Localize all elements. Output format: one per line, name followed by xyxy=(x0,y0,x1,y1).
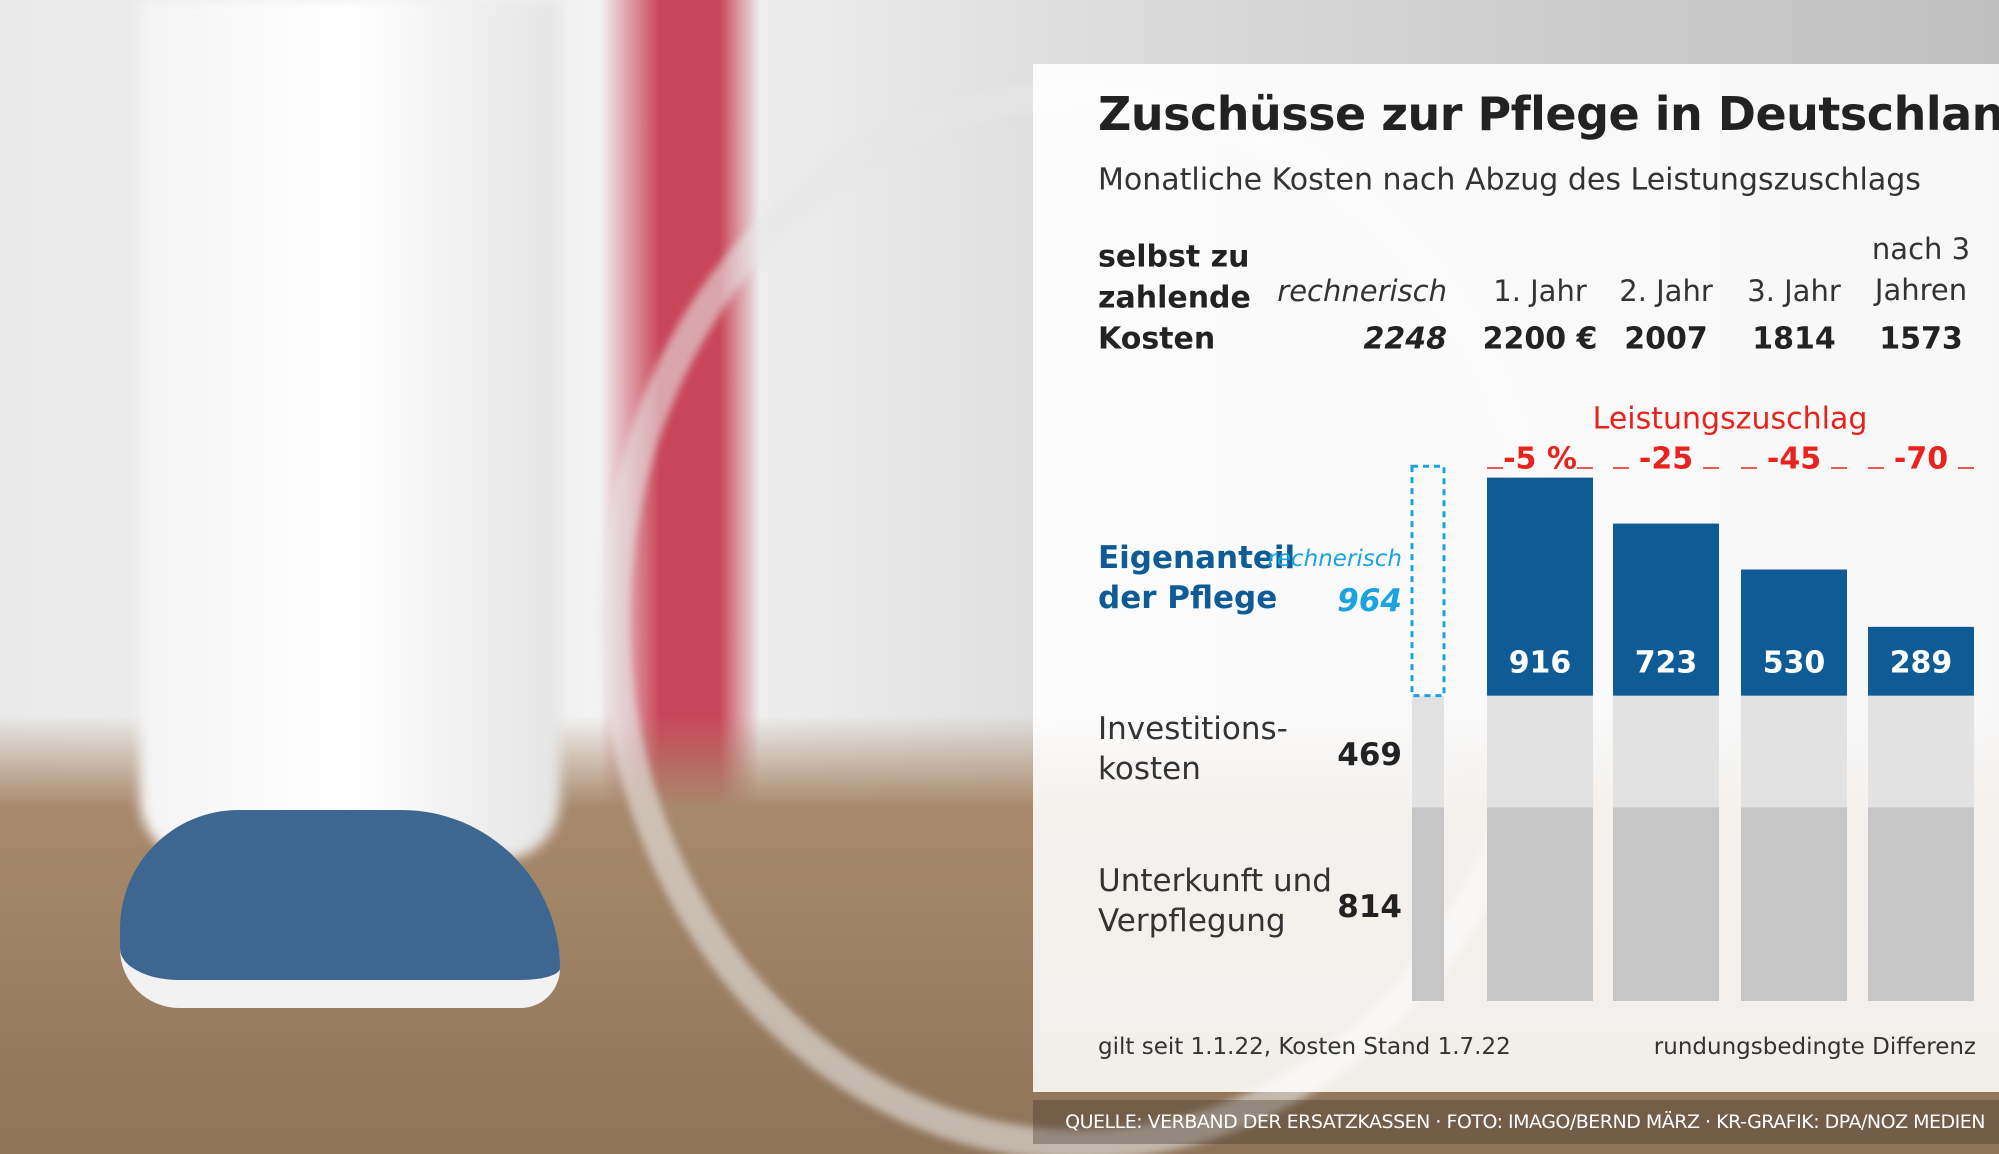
footnote: rundungsbedingte Differenz xyxy=(1653,1034,1976,1060)
column-header: 2. Jahr xyxy=(1619,274,1713,308)
bar-value-label: 289 xyxy=(1889,645,1953,681)
bar-value-label: 916 xyxy=(1508,645,1572,681)
surcharge-label: -5 % xyxy=(1503,441,1577,477)
chart-subtitle: Monatliche Kosten nach Abzug des Leistun… xyxy=(1098,162,1921,198)
bar xyxy=(1741,807,1847,1001)
bar xyxy=(1741,569,1847,696)
bar xyxy=(1487,695,1593,808)
column-header: 3. Jahr xyxy=(1747,274,1841,308)
bar xyxy=(1868,807,1974,1001)
column-header: rechnerisch xyxy=(1277,274,1447,308)
totals-label: selbst zu zahlende Kosten xyxy=(1098,239,1251,357)
bar xyxy=(1412,695,1444,808)
chart-title: Zuschüsse zur Pflege in Deutschland xyxy=(1098,87,1999,141)
series-value-label: 814 xyxy=(1337,889,1402,925)
surcharge-label: -25 xyxy=(1638,441,1694,477)
bar xyxy=(1741,695,1847,808)
bar xyxy=(1412,807,1444,1001)
total-label: 2248 xyxy=(1363,321,1448,357)
total-label: 2200 € xyxy=(1482,321,1598,357)
photo-shoe xyxy=(120,810,560,1008)
photo-trousers xyxy=(140,0,560,860)
bar xyxy=(1613,523,1719,696)
series-value-label: 469 xyxy=(1337,737,1402,773)
total-label: 1573 xyxy=(1879,321,1963,357)
column-header: 1. Jahr xyxy=(1493,274,1587,308)
bar xyxy=(1487,807,1593,1001)
bar xyxy=(1487,477,1593,696)
bar xyxy=(1613,807,1719,1001)
legend-label: Investitions- kosten xyxy=(1098,711,1288,787)
legend-label: Unterkunft und Verpflegung xyxy=(1098,863,1332,939)
surcharge-label: -45 xyxy=(1766,441,1822,477)
surcharge-title: Leistungszuschlag xyxy=(1592,401,1868,437)
bar xyxy=(1868,626,1974,696)
bar xyxy=(1868,695,1974,808)
estimated-label: rechnerisch xyxy=(1267,546,1402,572)
column-header: nach 3 Jahren xyxy=(1871,232,1971,307)
legend-label: Eigenanteil der Pflege xyxy=(1098,540,1296,616)
surcharge-label: -70 xyxy=(1893,441,1949,477)
source: QUELLE: VERBAND DER ERSATZKASSEN · FOTO:… xyxy=(1065,1111,1985,1133)
estimated-value: 964 xyxy=(1337,583,1402,619)
bar-value-label: 723 xyxy=(1634,645,1698,681)
total-label: 1814 xyxy=(1752,321,1836,357)
bar xyxy=(1613,695,1719,808)
total-label: 2007 xyxy=(1624,321,1708,357)
source-strip xyxy=(1033,1100,1999,1144)
footnote: gilt seit 1.1.22, Kosten Stand 1.7.22 xyxy=(1098,1034,1511,1060)
bar-value-label: 530 xyxy=(1762,645,1826,681)
estimated-bar xyxy=(1410,464,1446,698)
